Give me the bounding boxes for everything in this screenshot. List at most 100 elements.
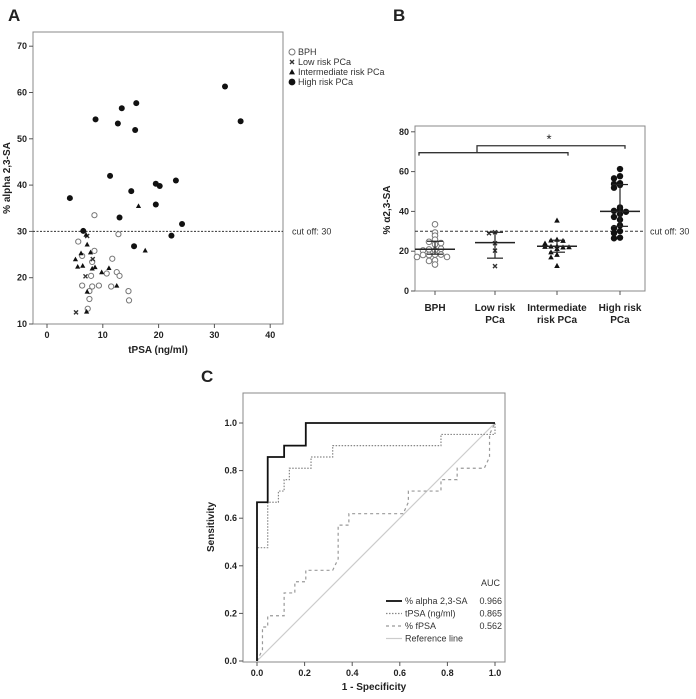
data-point — [610, 213, 618, 221]
data-point — [554, 217, 560, 223]
data-point — [92, 264, 98, 270]
y-tick-label: 50 — [17, 134, 27, 144]
x-tick-label: 0.6 — [394, 668, 407, 678]
data-point — [103, 270, 110, 277]
data-point — [86, 295, 93, 303]
data-point — [75, 238, 82, 245]
data-point — [179, 220, 186, 227]
data-point — [616, 165, 624, 173]
y-tick-label: 20 — [17, 273, 27, 283]
y-tick-label: 0.4 — [224, 561, 237, 571]
data-point — [142, 247, 148, 253]
data-point — [118, 105, 125, 112]
cutoff-label: cut off: 30 — [292, 226, 331, 236]
category-label: risk PCa — [537, 315, 577, 326]
data-point — [116, 272, 123, 279]
y-tick-label: 80 — [399, 127, 409, 137]
y-tick-label: 60 — [17, 88, 27, 98]
data-point — [610, 184, 618, 191]
plot-frame — [242, 392, 506, 663]
data-point — [616, 172, 624, 180]
legend-entry: Reference line — [405, 634, 463, 644]
data-point — [237, 118, 244, 125]
y-tick-label: 0.8 — [224, 466, 237, 476]
data-point — [425, 257, 433, 265]
x-tick-label: 0 — [44, 330, 49, 340]
y-tick-label: 0.0 — [224, 656, 237, 666]
y-tick-label: 40 — [399, 206, 409, 216]
x-axis-label: tPSA (ng/ml) — [128, 345, 188, 356]
data-point — [108, 283, 115, 290]
legend-entry: % alpha 2,3-SA — [405, 596, 468, 606]
data-point — [90, 256, 96, 262]
data-point — [425, 251, 433, 259]
y-tick-label: 0.2 — [224, 608, 237, 618]
data-point — [66, 195, 73, 202]
y-tick-label: 30 — [17, 226, 27, 236]
data-point — [610, 229, 618, 237]
data-point — [133, 100, 140, 107]
roc-curve — [256, 422, 495, 661]
data-point — [554, 262, 560, 268]
data-point — [616, 234, 624, 241]
plot-frame — [32, 31, 284, 325]
data-point — [431, 261, 439, 268]
category-label: Intermediate — [527, 303, 587, 314]
data-point — [554, 251, 560, 257]
legend-marker — [289, 59, 295, 65]
x-tick-label: 10 — [98, 330, 108, 340]
x-tick-label: 30 — [209, 330, 219, 340]
y-axis-label: % alpha 2,3-SA — [2, 142, 13, 214]
data-point — [80, 263, 86, 268]
x-tick-label: 0.2 — [298, 668, 311, 678]
significance-bracket — [418, 145, 626, 156]
y-tick-label: 60 — [399, 167, 409, 177]
data-point — [73, 309, 79, 315]
data-point — [419, 251, 427, 259]
data-point — [443, 253, 451, 261]
data-point — [84, 288, 90, 294]
data-point — [492, 263, 498, 269]
data-point — [89, 283, 96, 290]
legend-entry: BPH — [298, 47, 317, 57]
category-label: BPH — [424, 303, 445, 314]
data-point — [135, 203, 142, 209]
data-point — [83, 273, 88, 279]
y-tick-label: 0.6 — [224, 513, 237, 523]
data-point — [128, 188, 135, 195]
x-tick-label: 20 — [154, 330, 164, 340]
data-point — [109, 255, 116, 262]
y-axis-label: Sensitivity — [206, 502, 217, 552]
y-tick-label: 1.0 — [224, 418, 237, 428]
y-tick-label: 40 — [17, 180, 27, 190]
data-point — [75, 263, 81, 269]
data-point — [114, 120, 121, 127]
y-tick-label: 70 — [17, 41, 27, 51]
legend-entry: Low risk PCa — [298, 57, 351, 67]
data-point — [80, 227, 87, 234]
y-tick-label: 20 — [399, 246, 409, 256]
x-tick-label: 0.8 — [441, 668, 454, 678]
x-tick-label: 1.0 — [489, 668, 502, 678]
data-point — [92, 116, 99, 123]
data-point — [610, 175, 618, 182]
cutoff-label: cut off: 30 — [650, 226, 689, 236]
auc-value: 0.966 — [479, 596, 502, 606]
data-point — [91, 212, 98, 219]
auc-value: 0.562 — [479, 621, 502, 631]
data-point — [87, 249, 94, 255]
data-point — [84, 241, 90, 247]
x-tick-label: 40 — [265, 330, 275, 340]
data-point — [84, 308, 90, 314]
category-label: PCa — [485, 315, 505, 326]
data-point — [89, 265, 95, 271]
category-label: PCa — [610, 315, 630, 326]
legend-title: AUC — [481, 578, 501, 588]
x-tick-label: 0.0 — [251, 668, 264, 678]
data-point — [156, 183, 163, 190]
category-label: High risk — [599, 303, 642, 314]
data-point — [83, 232, 89, 237]
legend-entry: % fPSA — [405, 621, 436, 631]
